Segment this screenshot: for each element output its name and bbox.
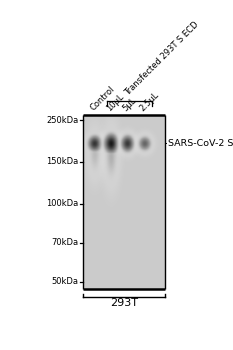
- Text: 70kDa: 70kDa: [51, 238, 79, 247]
- Text: 10μL: 10μL: [105, 92, 126, 113]
- Bar: [83, 115, 164, 289]
- Text: 50kDa: 50kDa: [51, 277, 79, 286]
- Text: SARS-CoV-2 Spike: SARS-CoV-2 Spike: [168, 139, 233, 148]
- Text: 250kDa: 250kDa: [46, 116, 79, 125]
- Text: 100kDa: 100kDa: [46, 199, 79, 208]
- Text: 2.5μL: 2.5μL: [138, 90, 161, 113]
- Text: 5μL: 5μL: [121, 96, 138, 113]
- Text: 150kDa: 150kDa: [46, 158, 79, 167]
- Text: Transfected 293T S ECD: Transfected 293T S ECD: [123, 20, 200, 97]
- Text: 293T: 293T: [110, 299, 138, 308]
- Text: Control: Control: [89, 85, 116, 113]
